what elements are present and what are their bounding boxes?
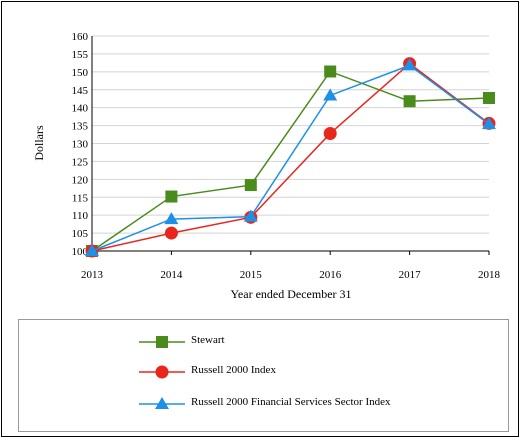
series-lines [85, 57, 496, 258]
legend-label-russell-2000: Russell 2000 Index [191, 364, 276, 376]
series-0 [86, 65, 495, 257]
legend-label-russell-financial: Russell 2000 Financial Services Sector I… [191, 396, 391, 408]
x-axis-label: Year ended December 31 [230, 287, 351, 301]
y-tick-label: 130 [72, 139, 89, 151]
data-point-triangle [323, 88, 338, 101]
y-tick-label: 115 [72, 192, 89, 204]
legend-item-russell-2000: Russell 2000 Index [137, 362, 497, 382]
y-tick-label: 110 [72, 210, 89, 222]
y-tick-label: 125 [72, 156, 89, 168]
legend-swatch-square-icon [139, 336, 185, 348]
x-tick-label: 2013 [81, 269, 104, 281]
y-tick-label: 145 [72, 85, 89, 97]
series-line [91, 62, 490, 252]
x-tick-label: 2015 [240, 269, 263, 281]
y-tick-label: 135 [72, 121, 89, 133]
axes [91, 36, 490, 255]
data-point-square [403, 95, 416, 108]
data-point-triangle [402, 58, 417, 71]
legend-label-stewart: Stewart [191, 334, 225, 346]
x-tick-label: 2016 [319, 269, 342, 281]
series-line [91, 70, 490, 252]
data-point-square [324, 65, 337, 78]
x-tick-label: 2014 [160, 269, 183, 281]
series-2 [85, 58, 496, 256]
data-point-circle [164, 226, 178, 240]
y-tick-label: 150 [72, 67, 89, 79]
data-point-triangle [243, 209, 258, 222]
y-axis-label: Dollars [32, 125, 46, 161]
grid-lines [92, 35, 489, 252]
data-point-triangle [482, 117, 496, 130]
y-tick-label: 100 [72, 246, 89, 258]
y-tick-label: 120 [72, 174, 89, 186]
y-tick-label: 160 [72, 31, 89, 43]
legend: Stewart Russell 2000 Index Russell 2000 … [18, 319, 509, 432]
y-tick-labels: 100 105 110 115 120 125 130 135 140 145 150 155 160 [72, 31, 89, 258]
legend-item-russell-financial: Russell 2000 Financial Services Sector I… [137, 394, 497, 414]
y-tick-label: 105 [72, 228, 89, 240]
series-line [91, 64, 490, 252]
data-point-triangle [164, 212, 179, 225]
x-tick-label: 2018 [478, 269, 501, 281]
data-point-triangle [85, 244, 99, 256]
y-tick-label: 155 [72, 49, 89, 61]
y-tick-label: 140 [72, 103, 89, 115]
data-point-circle [323, 126, 337, 140]
data-point-square [483, 91, 495, 104]
legend-swatch-circle-icon [139, 365, 185, 379]
legend-item-stewart: Stewart [137, 332, 497, 352]
x-tick-label: 2017 [399, 269, 422, 281]
data-point-square [244, 179, 257, 192]
x-tick-labels: 2013 2014 2015 2016 2017 2018 [81, 269, 501, 281]
data-point-square [165, 190, 178, 203]
legend-swatch-triangle-icon [139, 397, 185, 409]
